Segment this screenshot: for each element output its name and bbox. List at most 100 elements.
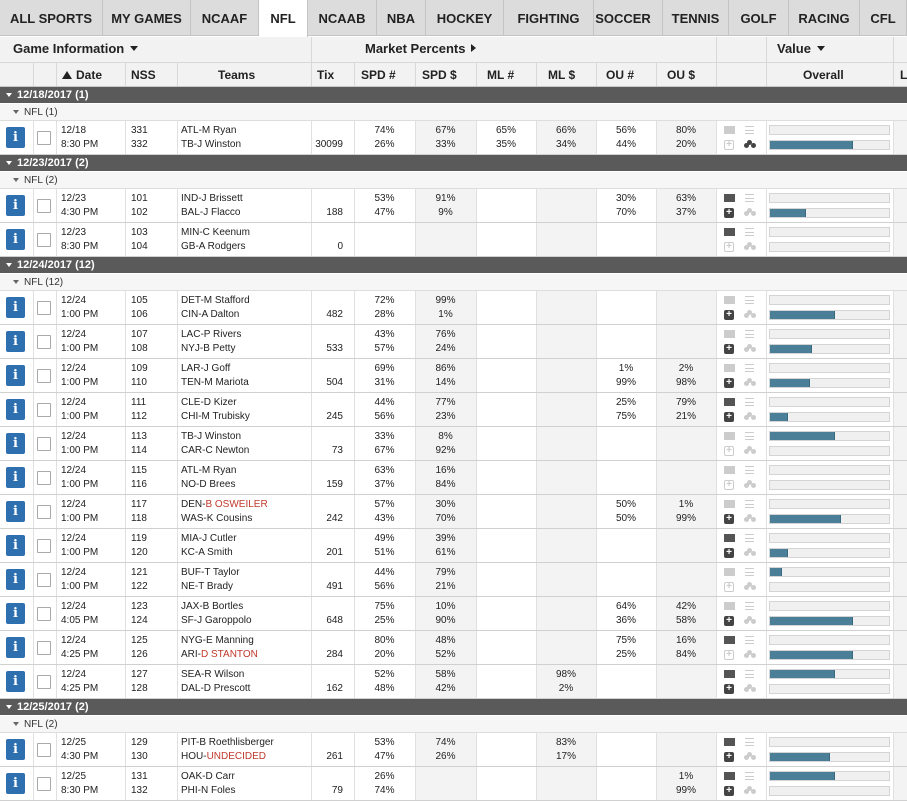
- team-2[interactable]: ARI-D STANTON: [181, 649, 258, 660]
- notes-lines-icon[interactable]: [745, 126, 754, 134]
- notes-lines-icon[interactable]: [745, 398, 754, 406]
- info-button[interactable]: i: [6, 297, 25, 318]
- notes-lines-icon[interactable]: [745, 500, 754, 508]
- consensus-people-icon[interactable]: [744, 684, 756, 694]
- add-plus-icon[interactable]: +: [724, 412, 734, 422]
- add-plus-icon[interactable]: +: [724, 548, 734, 558]
- select-checkbox[interactable]: [37, 369, 51, 383]
- date-header[interactable]: 12/18/2017 (1): [0, 87, 907, 103]
- tab-ncaab[interactable]: NCAAB: [308, 0, 377, 36]
- team-1[interactable]: OAK-D Carr: [181, 771, 235, 782]
- notes-lines-icon[interactable]: [745, 466, 754, 474]
- select-checkbox[interactable]: [37, 199, 51, 213]
- info-button[interactable]: i: [6, 467, 25, 488]
- consensus-people-icon[interactable]: [744, 412, 756, 422]
- add-plus-icon[interactable]: +: [724, 344, 734, 354]
- info-button[interactable]: i: [6, 365, 25, 386]
- weather-cloud-icon[interactable]: [724, 568, 735, 576]
- spd-count-header[interactable]: SPD #: [361, 68, 396, 82]
- extra-header[interactable]: L: [900, 68, 907, 82]
- ou-money-header[interactable]: OU $: [667, 68, 696, 82]
- select-checkbox[interactable]: [37, 675, 51, 689]
- team-1[interactable]: CLE-D Kizer: [181, 397, 237, 408]
- notes-lines-icon[interactable]: [745, 636, 754, 644]
- select-checkbox[interactable]: [37, 471, 51, 485]
- team-2[interactable]: CHI-M Trubisky: [181, 411, 250, 422]
- group-header[interactable]: NFL (2): [0, 716, 907, 733]
- weather-cloud-icon[interactable]: [724, 296, 735, 304]
- consensus-people-icon[interactable]: [744, 446, 756, 456]
- market-percents-toggle[interactable]: Market Percents: [365, 37, 477, 62]
- team-2[interactable]: SF-J Garoppolo: [181, 615, 252, 626]
- select-checkbox[interactable]: [37, 131, 51, 145]
- tab-fighting[interactable]: FIGHTING: [504, 0, 594, 36]
- team-1[interactable]: LAR-J Goff: [181, 363, 230, 374]
- notes-lines-icon[interactable]: [745, 330, 754, 338]
- weather-cloud-icon[interactable]: [724, 500, 735, 508]
- select-checkbox[interactable]: [37, 539, 51, 553]
- select-checkbox[interactable]: [37, 607, 51, 621]
- sort-date-header[interactable]: Date: [62, 63, 102, 86]
- info-button[interactable]: i: [6, 569, 25, 590]
- select-checkbox[interactable]: [37, 233, 51, 247]
- team-1[interactable]: DEN-B OSWEILER: [181, 499, 268, 510]
- tab-hockey[interactable]: HOCKEY: [426, 0, 504, 36]
- add-plus-icon[interactable]: +: [724, 140, 734, 150]
- team-1[interactable]: DET-M Stafford: [181, 295, 250, 306]
- info-button[interactable]: i: [6, 637, 25, 658]
- info-button[interactable]: i: [6, 603, 25, 624]
- select-checkbox[interactable]: [37, 505, 51, 519]
- weather-cloud-icon[interactable]: [724, 534, 735, 542]
- team-1[interactable]: MIN-C Keenum: [181, 227, 250, 238]
- tix-header[interactable]: Tix: [317, 68, 335, 82]
- add-plus-icon[interactable]: +: [724, 684, 734, 694]
- tab-ncaaf[interactable]: NCAAF: [191, 0, 259, 36]
- team-1[interactable]: ATL-M Ryan: [181, 465, 236, 476]
- info-button[interactable]: i: [6, 127, 25, 148]
- notes-lines-icon[interactable]: [745, 364, 754, 372]
- weather-cloud-icon[interactable]: [724, 738, 735, 746]
- info-button[interactable]: i: [6, 739, 25, 760]
- weather-cloud-icon[interactable]: [724, 364, 735, 372]
- date-header[interactable]: 12/25/2017 (2): [0, 699, 907, 715]
- team-2[interactable]: TEN-M Mariota: [181, 377, 249, 388]
- tab-all-sports[interactable]: ALL SPORTS: [0, 0, 103, 36]
- weather-cloud-icon[interactable]: [724, 602, 735, 610]
- team-1[interactable]: PIT-B Roethlisberger: [181, 737, 274, 748]
- weather-cloud-icon[interactable]: [724, 398, 735, 406]
- tab-nfl[interactable]: NFL: [259, 0, 308, 37]
- select-checkbox[interactable]: [37, 743, 51, 757]
- select-checkbox[interactable]: [37, 335, 51, 349]
- date-header[interactable]: 12/23/2017 (2): [0, 155, 907, 171]
- nss-header[interactable]: NSS: [131, 68, 156, 82]
- team-1[interactable]: ATL-M Ryan: [181, 125, 236, 136]
- add-plus-icon[interactable]: +: [724, 616, 734, 626]
- select-checkbox[interactable]: [37, 403, 51, 417]
- weather-cloud-icon[interactable]: [724, 772, 735, 780]
- info-button[interactable]: i: [6, 331, 25, 352]
- weather-cloud-icon[interactable]: [724, 126, 735, 134]
- notes-lines-icon[interactable]: [745, 228, 754, 236]
- consensus-people-icon[interactable]: [744, 310, 756, 320]
- team-2[interactable]: BAL-J Flacco: [181, 207, 240, 218]
- group-header[interactable]: NFL (2): [0, 172, 907, 189]
- add-plus-icon[interactable]: +: [724, 650, 734, 660]
- team-1[interactable]: IND-J Brissett: [181, 193, 243, 204]
- group-header[interactable]: NFL (1): [0, 104, 907, 121]
- weather-cloud-icon[interactable]: [724, 466, 735, 474]
- consensus-people-icon[interactable]: [744, 650, 756, 660]
- consensus-people-icon[interactable]: [744, 786, 756, 796]
- add-plus-icon[interactable]: +: [724, 582, 734, 592]
- team-2[interactable]: NE-T Brady: [181, 581, 233, 592]
- spd-money-header[interactable]: SPD $: [422, 68, 457, 82]
- info-button[interactable]: i: [6, 399, 25, 420]
- team-2[interactable]: NO-D Brees: [181, 479, 235, 490]
- tab-racing[interactable]: RACING: [789, 0, 860, 36]
- team-2[interactable]: KC-A Smith: [181, 547, 233, 558]
- add-plus-icon[interactable]: +: [724, 480, 734, 490]
- info-button[interactable]: i: [6, 195, 25, 216]
- tab-soccer[interactable]: SOCCER: [584, 0, 663, 36]
- consensus-people-icon[interactable]: [744, 378, 756, 388]
- weather-cloud-icon[interactable]: [724, 228, 735, 236]
- info-button[interactable]: i: [6, 229, 25, 250]
